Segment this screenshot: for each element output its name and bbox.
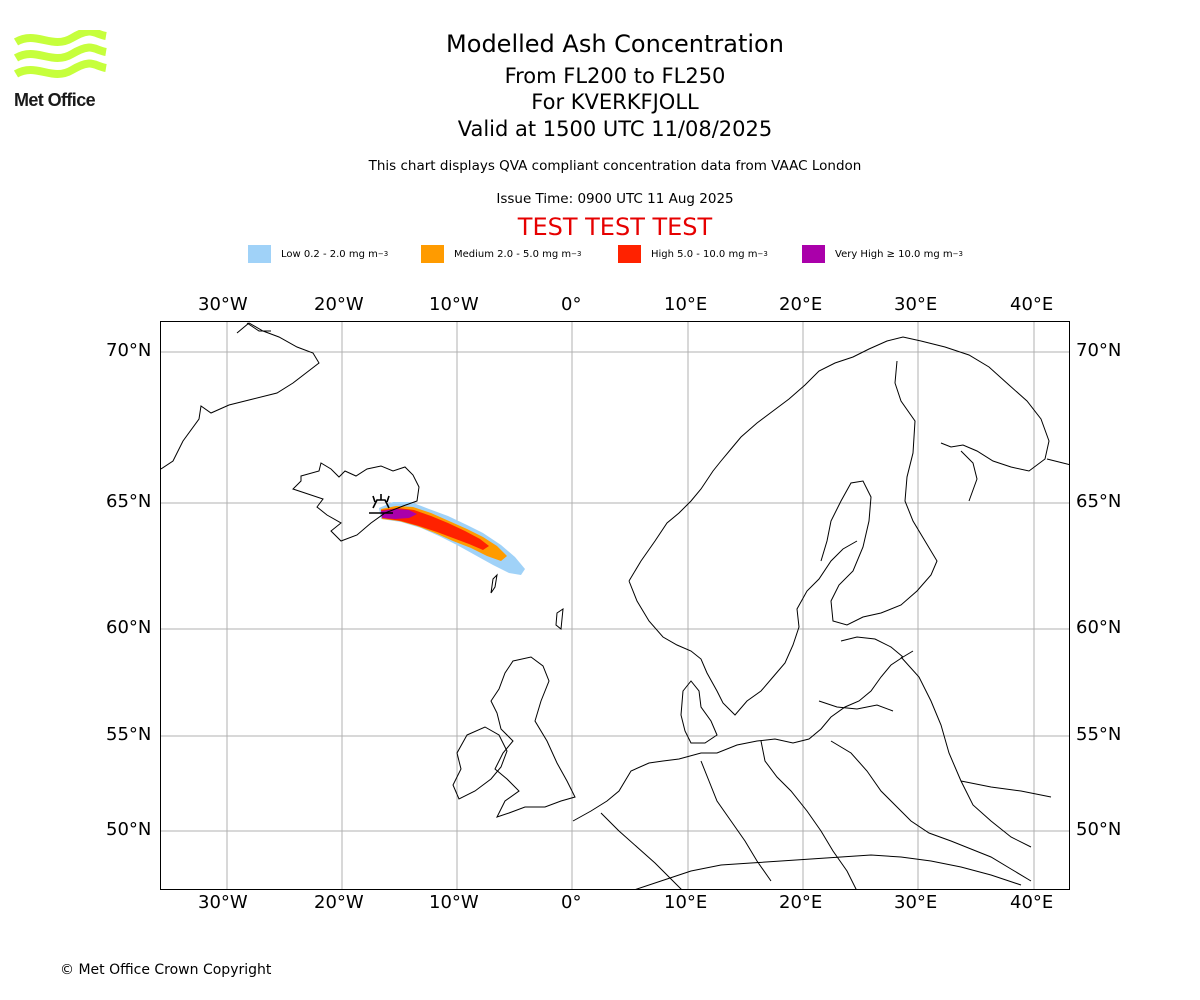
lat-label-right-55n: 55°N [1076,724,1122,745]
lon-label-bottom-10w: 10°W [429,892,479,913]
eastern-borders [600,636,1032,889]
issue-time: Issue Time: 0900 UTC 11 Aug 2025 [496,191,734,207]
lat-label-right-70n: 70°N [1076,340,1122,361]
lon-label-top-40e: 40°E [1010,294,1054,315]
lat-label-right-65n: 65°N [1076,491,1122,512]
legend-unit-exp-high: −3 [757,250,768,258]
shetland-islands [555,607,564,630]
lon-label-bottom-10e: 10°E [664,892,708,913]
ash-plume [379,502,525,575]
lon-label-top-20w: 20°W [314,294,364,315]
met-office-logo: Met Office [13,27,110,114]
legend-label-medium: Medium 2.0 - 5.0 mg m [454,248,572,260]
test-banner: TEST TEST TEST [517,213,713,241]
lon-label-bottom-20e: 20°E [779,892,823,913]
legend-unit-exp-medium: −3 [571,250,582,258]
iceland-coast [292,462,420,542]
lon-label-bottom-0: 0° [561,892,582,913]
lon-label-top-10e: 10°E [664,294,708,315]
lon-label-top-20e: 20°E [779,294,823,315]
faroe-islands [490,573,498,594]
legend-label-low: Low 0.2 - 2.0 mg m [281,248,378,260]
legend-label-high: High 5.0 - 10.0 mg m [651,248,758,260]
lat-label-left-65n: 65°N [106,491,152,512]
lon-label-bottom-30w: 30°W [198,892,248,913]
chart-subtitle: This chart displays QVA compliant concen… [368,158,862,174]
continent-coast [572,650,914,822]
ireland-coast [452,726,508,800]
ash-concentration-map[interactable] [160,321,1070,890]
lat-label-left-55n: 55°N [106,724,152,745]
lon-label-top-30e: 30°E [894,294,938,315]
graticule [161,322,1069,889]
legend-swatch-low [248,245,271,263]
valid-time: Valid at 1500 UTC 11/08/2025 [457,117,773,141]
logo-text: Met Office [14,90,96,110]
coastlines [161,322,1069,889]
greenland-coast [161,322,320,470]
great-britain-coast [490,656,576,818]
ash-zone-high [381,508,489,550]
flight-level-range: From FL200 to FL250 [504,64,726,88]
lat-label-left-50n: 50°N [106,819,152,840]
legend-swatch-very-high [802,245,825,263]
scandinavia-coast [628,336,922,716]
lat-label-left-70n: 70°N [106,340,152,361]
legend-unit-exp-low: −3 [377,250,389,258]
copyright-notice: © Met Office Crown Copyright [60,962,272,978]
map-canvas [161,322,1069,889]
interior-borders [900,656,1052,848]
volcano-icon [369,494,393,514]
lat-label-right-50n: 50°N [1076,819,1122,840]
lat-label-left-60n: 60°N [106,617,152,638]
lon-label-bottom-30e: 30°E [894,892,938,913]
lon-label-bottom-40e: 40°E [1010,892,1054,913]
legend-unit-exp-very-high: −3 [952,250,963,258]
legend-item-low: Low 0.2 - 2.0 mg m −3 [248,244,388,264]
lon-label-bottom-20w: 20°W [314,892,364,913]
legend-swatch-high [618,245,641,263]
concentration-legend: Low 0.2 - 2.0 mg m −3 Medium 2.0 - 5.0 mg… [248,244,1008,264]
met-office-wave-icon [13,27,107,78]
lon-label-top-30w: 30°W [198,294,248,315]
legend-swatch-medium [421,245,444,263]
lat-label-right-60n: 60°N [1076,617,1122,638]
lon-label-top-10w: 10°W [429,294,479,315]
legend-item-very-high: Very High ≥ 10.0 mg m −3 [802,244,963,264]
legend-item-medium: Medium 2.0 - 5.0 mg m −3 [421,244,581,264]
legend-item-high: High 5.0 - 10.0 mg m −3 [618,244,768,264]
lon-label-top-0: 0° [561,294,582,315]
kola-peninsula-coast [920,340,1069,502]
finland-coast [820,360,938,626]
denmark-coast [680,680,718,744]
volcano-name: For KVERKFJOLL [531,90,699,114]
chart-title: Modelled Ash Concentration [446,30,784,58]
legend-label-very-high: Very High ≥ 10.0 mg m [835,248,953,260]
